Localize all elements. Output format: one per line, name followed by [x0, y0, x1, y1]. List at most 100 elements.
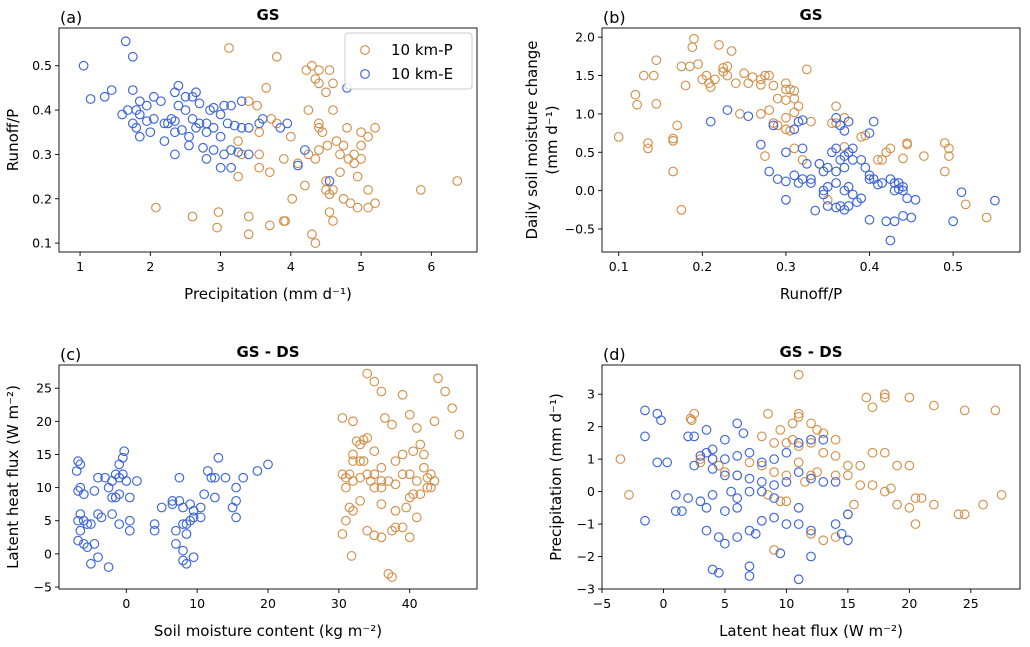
- data-point: [208, 102, 219, 113]
- x-tick-label: 40: [402, 596, 418, 611]
- data-point: [264, 167, 275, 178]
- data-point: [73, 456, 83, 466]
- data-point: [75, 525, 86, 536]
- data-point: [73, 486, 83, 496]
- data-point: [687, 42, 698, 53]
- data-point: [624, 490, 634, 500]
- data-point: [877, 155, 887, 165]
- data-point: [447, 403, 458, 413]
- data-point: [344, 502, 355, 513]
- data-point: [173, 80, 184, 91]
- data-point: [376, 499, 387, 510]
- data-point: [760, 151, 770, 161]
- data-point: [726, 46, 737, 56]
- data-point: [843, 509, 853, 520]
- data-point: [764, 166, 775, 177]
- data-point: [613, 132, 624, 142]
- data-point: [879, 389, 890, 400]
- data-point: [300, 145, 310, 155]
- data-point: [226, 145, 236, 155]
- data-point: [233, 171, 243, 182]
- panel-a: 1 2 3 4 5 6 0.1 0.2 0.3 0.4 0.5 GS (a) Precipitation …: [4, 6, 478, 303]
- data-point: [793, 467, 804, 477]
- data-point: [300, 180, 310, 191]
- data-point: [376, 386, 387, 397]
- y-tick-label: 0: [587, 484, 595, 499]
- data-point: [726, 486, 736, 497]
- data-point: [180, 91, 191, 102]
- data-point: [756, 515, 767, 526]
- data-point: [114, 519, 125, 529]
- data-point: [100, 472, 110, 483]
- data-point: [701, 502, 712, 513]
- y-tick-label: 0.0: [575, 183, 595, 198]
- x-tick-label: 20: [901, 596, 917, 611]
- data-point: [376, 532, 387, 543]
- data-point: [856, 132, 867, 142]
- y-axis-ticks: −0.5 0.0 0.5 1.0 1.5 2.0: [565, 30, 602, 236]
- data-point: [369, 376, 380, 387]
- y-axis-ticks: 0.1 0.2 0.3 0.4 0.5: [32, 58, 59, 251]
- data-point: [206, 472, 217, 483]
- data-point: [743, 111, 754, 122]
- data-point: [689, 33, 699, 44]
- data-point: [236, 96, 247, 107]
- data-point: [415, 489, 426, 500]
- data-point: [877, 178, 887, 188]
- x-tick-label: 2: [146, 259, 154, 274]
- data-point: [376, 482, 387, 493]
- data-point: [695, 451, 706, 461]
- data-point: [411, 512, 422, 523]
- data-point: [676, 61, 687, 72]
- data-point: [314, 118, 324, 129]
- data-point: [904, 502, 915, 513]
- data-point: [990, 405, 1001, 416]
- data-point: [793, 441, 804, 452]
- data-point: [404, 469, 415, 480]
- data-point: [220, 472, 231, 483]
- data-point: [324, 176, 335, 186]
- data-point: [271, 51, 282, 62]
- data-point: [454, 429, 465, 440]
- data-point: [156, 96, 166, 107]
- data-point: [910, 519, 921, 529]
- data-point: [676, 204, 687, 215]
- data-point: [939, 166, 950, 177]
- data-point: [117, 109, 128, 120]
- y-tick-label: −0.5: [565, 221, 595, 236]
- panel-c: 0 10 20 30 40 −5 0 5 10 15 20 25 GS - DS (c) Soil mois…: [4, 343, 478, 640]
- data-point: [131, 122, 142, 133]
- data-point: [132, 476, 142, 486]
- data-point: [233, 136, 243, 146]
- data-point: [793, 519, 804, 529]
- data-point: [252, 100, 262, 111]
- data-point: [387, 525, 397, 536]
- plot-frame: [58, 27, 478, 253]
- data-point: [785, 125, 795, 136]
- data-point: [744, 525, 755, 536]
- data-point: [867, 447, 878, 458]
- data-point: [747, 72, 758, 82]
- data-point: [892, 460, 902, 471]
- data-point: [720, 538, 730, 549]
- data-point: [615, 454, 626, 464]
- data-point: [119, 446, 130, 457]
- panel-b: 0.1 0.2 0.3 0.4 0.5 −0.5 0.0 0.5 1.0 1.5 2.0 GS (b) R…: [523, 6, 1021, 303]
- data-point: [960, 199, 971, 210]
- data-point: [356, 140, 366, 151]
- data-point: [324, 207, 335, 217]
- data-point: [170, 87, 180, 98]
- data-point: [201, 127, 212, 138]
- data-point: [893, 184, 904, 194]
- data-point: [387, 419, 397, 430]
- data-point: [167, 496, 178, 506]
- data-point: [902, 139, 912, 150]
- data-point: [806, 525, 816, 536]
- data-point: [763, 490, 773, 500]
- y-axis-label: Latent heat flux (W m⁻²): [4, 385, 22, 569]
- data-point: [763, 408, 773, 419]
- data-point: [124, 492, 135, 503]
- data-point: [356, 127, 366, 138]
- data-point: [818, 447, 829, 458]
- data-point: [285, 131, 296, 142]
